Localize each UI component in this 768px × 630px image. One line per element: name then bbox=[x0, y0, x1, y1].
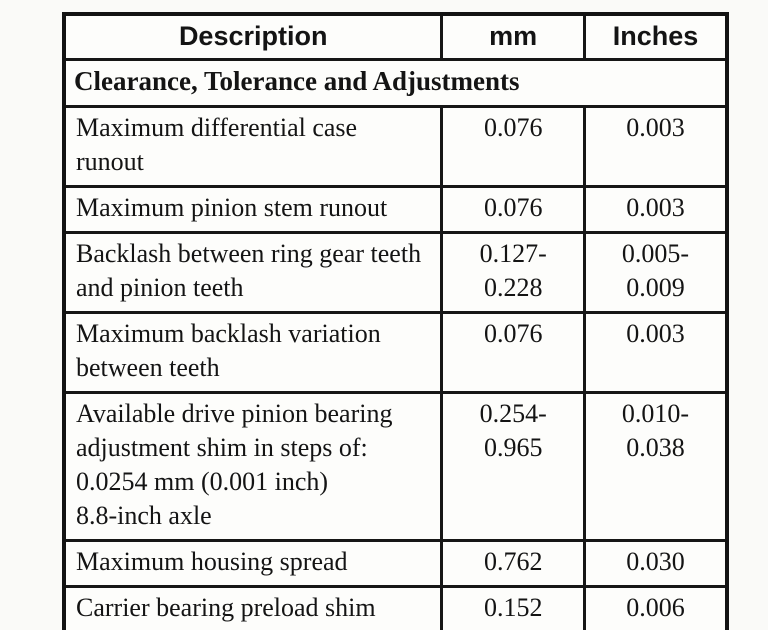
mm-cell: 0.076 bbox=[440, 105, 586, 188]
section-title: Clearance, Tolerance and Adjustments bbox=[62, 58, 729, 108]
column-header-description: Description bbox=[62, 12, 444, 61]
mm-cell: 0.076 bbox=[440, 311, 586, 394]
table-row: Carrier bearing preload shim 0.152 0.006 bbox=[62, 585, 729, 630]
description-cell: Carrier bearing preload shim bbox=[62, 585, 444, 630]
inches-cell: 0.003 bbox=[582, 185, 729, 234]
inches-cell: 0.005- 0.009 bbox=[582, 231, 729, 314]
inches-cell: 0.030 bbox=[582, 539, 729, 588]
description-cell: Backlash between ring gear teeth and pin… bbox=[62, 231, 444, 314]
mm-cell: 0.152 bbox=[440, 585, 586, 630]
inches-cell: 0.003 bbox=[582, 105, 729, 188]
table-row: Maximum differential case runout 0.076 0… bbox=[62, 105, 729, 188]
table-row: Maximum housing spread 0.762 0.030 bbox=[62, 539, 729, 588]
table-row: Maximum backlash variation between teeth… bbox=[62, 311, 729, 394]
column-header-mm: mm bbox=[440, 12, 586, 61]
mm-cell: 0.762 bbox=[440, 539, 586, 588]
table-row: Backlash between ring gear teeth and pin… bbox=[62, 231, 729, 314]
mm-cell: 0.076 bbox=[440, 185, 586, 234]
inches-cell: 0.003 bbox=[582, 311, 729, 394]
description-cell: Maximum pinion stem runout bbox=[62, 185, 444, 234]
description-cell: Maximum differential case runout bbox=[62, 105, 444, 188]
section-row: Clearance, Tolerance and Adjustments bbox=[62, 58, 729, 108]
table-row: Available drive pinion bearing adjustmen… bbox=[62, 391, 729, 542]
description-cell: Available drive pinion bearing adjustmen… bbox=[62, 391, 444, 542]
column-header-inches: Inches bbox=[582, 12, 729, 61]
mm-cell: 0.254- 0.965 bbox=[440, 391, 586, 542]
inches-cell: 0.010- 0.038 bbox=[582, 391, 729, 542]
table-row: Maximum pinion stem runout 0.076 0.003 bbox=[62, 185, 729, 234]
description-cell: Maximum backlash variation between teeth bbox=[62, 311, 444, 394]
description-cell: Maximum housing spread bbox=[62, 539, 444, 588]
mm-cell: 0.127- 0.228 bbox=[440, 231, 586, 314]
specifications-table: Description mm Inches Clearance, Toleran… bbox=[62, 12, 729, 630]
inches-cell: 0.006 bbox=[582, 585, 729, 630]
header-row: Description mm Inches bbox=[62, 12, 729, 61]
